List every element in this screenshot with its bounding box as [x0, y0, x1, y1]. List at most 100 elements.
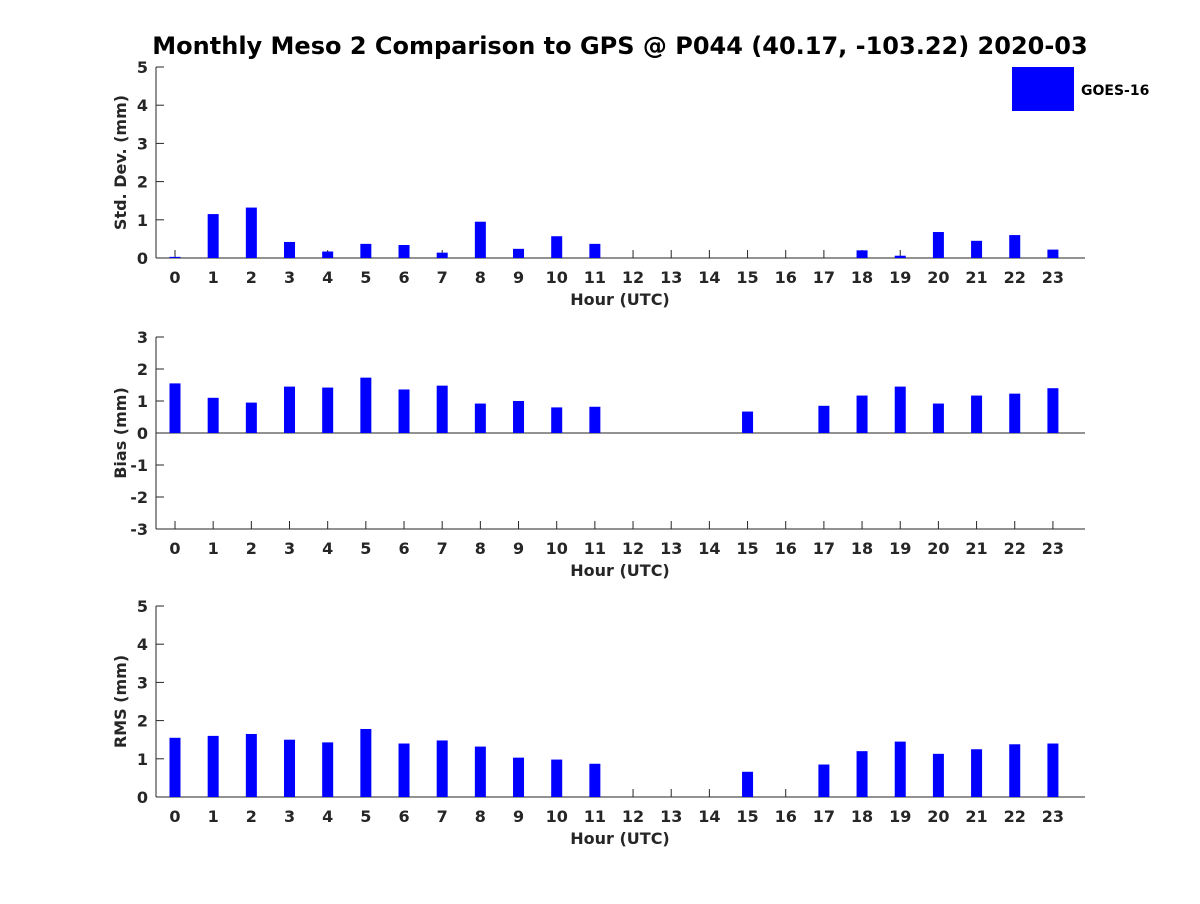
x-tick-label: 10 — [546, 539, 568, 558]
x-tick-label: 1 — [208, 807, 219, 826]
x-tick-label: 19 — [889, 268, 911, 287]
x-axis-label: Hour (UTC) — [570, 561, 670, 580]
x-tick-label: 14 — [698, 807, 720, 826]
bar-hour-5 — [360, 377, 372, 433]
bar-hour-4 — [322, 742, 334, 797]
bar-hour-22 — [1009, 744, 1021, 797]
bar-hour-17 — [818, 405, 830, 433]
x-tick-label: 15 — [736, 539, 758, 558]
bar-hour-6 — [398, 389, 410, 433]
x-tick-label: 19 — [889, 539, 911, 558]
x-tick-label: 2 — [246, 807, 257, 826]
y-tick-label: 1 — [137, 211, 148, 230]
bar-hour-10 — [551, 407, 563, 433]
x-tick-label: 23 — [1042, 539, 1064, 558]
bar-hour-4 — [322, 387, 334, 433]
bar-hour-3 — [284, 241, 296, 258]
y-tick-label: 1 — [137, 392, 148, 411]
bar-hour-18 — [856, 250, 868, 258]
x-tick-label: 3 — [284, 807, 295, 826]
x-tick-label: 0 — [169, 268, 180, 287]
x-tick-label: 1 — [208, 268, 219, 287]
y-axis-label: Bias (mm) — [111, 387, 130, 479]
x-tick-label: 13 — [660, 539, 682, 558]
x-tick-label: 18 — [851, 268, 873, 287]
bar-hour-0 — [169, 383, 181, 433]
x-tick-label: 18 — [851, 807, 873, 826]
x-tick-label: 10 — [546, 268, 568, 287]
bar-hour-20 — [932, 403, 944, 433]
y-axis-label: RMS (mm) — [111, 655, 130, 748]
x-tick-label: 5 — [360, 539, 371, 558]
legend: GOES-16 — [1012, 67, 1149, 111]
bar-hour-18 — [856, 395, 868, 433]
x-tick-label: 12 — [622, 268, 644, 287]
bar-hour-22 — [1009, 235, 1021, 258]
y-tick-label: 3 — [137, 328, 148, 347]
bar-hour-22 — [1009, 393, 1021, 433]
bar-hour-3 — [284, 386, 296, 433]
x-tick-label: 17 — [813, 807, 835, 826]
x-tick-label: 15 — [736, 807, 758, 826]
x-tick-label: 6 — [398, 807, 409, 826]
x-tick-label: 16 — [775, 539, 797, 558]
x-tick-label: 0 — [169, 539, 180, 558]
x-tick-label: 17 — [813, 268, 835, 287]
y-tick-label: 5 — [137, 597, 148, 616]
y-tick-label: 0 — [137, 424, 148, 443]
bar-hour-10 — [551, 759, 563, 797]
y-tick-label: 0 — [137, 249, 148, 268]
y-tick-label: -1 — [130, 456, 148, 475]
x-tick-label: 2 — [246, 268, 257, 287]
bar-hour-17 — [818, 764, 830, 797]
x-tick-label: 13 — [660, 268, 682, 287]
x-tick-label: 4 — [322, 807, 333, 826]
chart-title: Monthly Meso 2 Comparison to GPS @ P044 … — [152, 32, 1087, 60]
x-tick-label: 4 — [322, 268, 333, 287]
bar-hour-9 — [513, 248, 525, 258]
bar-hour-4 — [322, 251, 334, 258]
y-tick-label: 2 — [137, 173, 148, 192]
bar-hour-7 — [436, 740, 448, 797]
bar-hour-7 — [436, 385, 448, 433]
bar-hour-10 — [551, 236, 563, 258]
bar-hour-1 — [207, 397, 219, 433]
bar-hour-15 — [742, 411, 754, 433]
bar-hour-19 — [894, 255, 906, 258]
x-tick-label: 19 — [889, 807, 911, 826]
bar-hour-5 — [360, 729, 372, 797]
bar-hour-18 — [856, 751, 868, 797]
x-tick-label: 23 — [1042, 268, 1064, 287]
x-tick-label: 8 — [475, 807, 486, 826]
x-tick-label: 11 — [584, 539, 606, 558]
x-tick-label: 22 — [1004, 807, 1026, 826]
x-tick-label: 7 — [437, 807, 448, 826]
bar-hour-2 — [245, 207, 257, 258]
bar-hour-3 — [284, 739, 296, 797]
bar-hour-15 — [742, 771, 754, 797]
x-tick-label: 9 — [513, 539, 524, 558]
bar-hour-5 — [360, 243, 372, 258]
bar-hour-0 — [169, 737, 181, 797]
bar-hour-23 — [1047, 249, 1059, 258]
legend-label: GOES-16 — [1081, 83, 1149, 99]
bar-hour-6 — [398, 743, 410, 797]
x-tick-label: 21 — [965, 807, 987, 826]
bar-hour-20 — [932, 232, 944, 258]
bar-hour-23 — [1047, 743, 1059, 797]
x-tick-label: 12 — [622, 807, 644, 826]
bar-hour-1 — [207, 214, 219, 258]
bar-hour-8 — [474, 746, 486, 797]
x-tick-label: 13 — [660, 807, 682, 826]
bar-hour-7 — [436, 252, 448, 258]
x-axis-label: Hour (UTC) — [570, 829, 670, 848]
x-tick-label: 12 — [622, 539, 644, 558]
x-tick-label: 3 — [284, 268, 295, 287]
x-tick-label: 5 — [360, 268, 371, 287]
y-tick-label: 4 — [137, 635, 148, 654]
x-tick-label: 0 — [169, 807, 180, 826]
bar-hour-19 — [894, 741, 906, 797]
y-tick-label: 4 — [137, 96, 148, 115]
